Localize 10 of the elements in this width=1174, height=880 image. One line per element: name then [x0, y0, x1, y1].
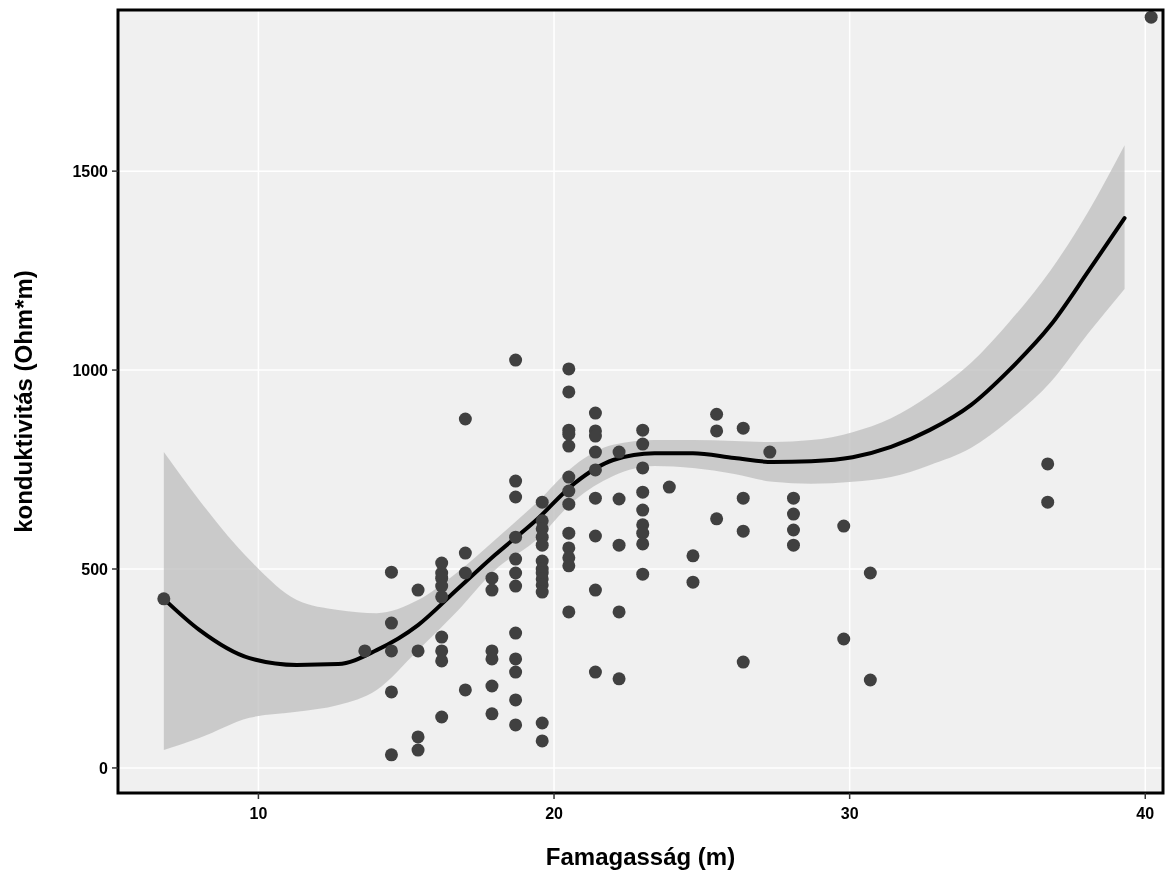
y-tick-label: 1500 [72, 162, 109, 180]
y-tick-label: 500 [81, 560, 109, 578]
x-axis-title: Famagasság (m) [545, 843, 736, 870]
x-tick-label: 30 [840, 805, 859, 822]
y-tick-label: 1000 [72, 361, 109, 379]
x-tick-label: 10 [249, 805, 268, 822]
x-tick-label: 20 [545, 805, 564, 822]
y-axis-title: konduktivitás (Ohm*m) [10, 270, 37, 533]
x-tick-label: 40 [1136, 805, 1155, 822]
y-tick-label: 0 [99, 759, 109, 777]
